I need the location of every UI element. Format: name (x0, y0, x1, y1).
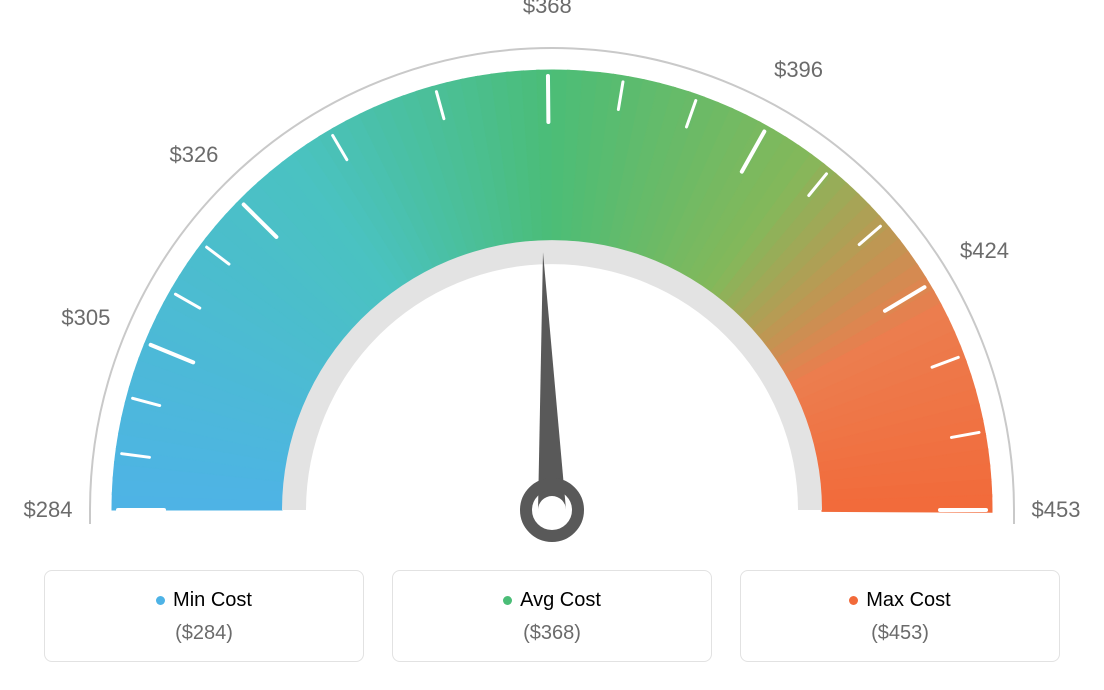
legend-title-avg: Avg Cost (503, 589, 601, 612)
legend-dot-min (156, 596, 165, 605)
gauge-tick-label: $453 (1032, 497, 1081, 523)
legend-dot-avg (503, 596, 512, 605)
legend-row: Min Cost ($284) Avg Cost ($368) Max Cost… (44, 570, 1060, 662)
legend-label-max: Max Cost (866, 589, 950, 612)
gauge-tick-label: $305 (61, 305, 110, 331)
legend-value-max: ($453) (753, 622, 1047, 645)
legend-card-avg: Avg Cost ($368) (392, 570, 712, 662)
legend-title-min: Min Cost (156, 589, 252, 612)
legend-value-min: ($284) (57, 622, 351, 645)
legend-card-max: Max Cost ($453) (740, 570, 1060, 662)
legend-dot-max (849, 596, 858, 605)
gauge-tick-label: $284 (24, 497, 73, 523)
legend-title-max: Max Cost (849, 589, 950, 612)
gauge-tick-label: $424 (960, 238, 1009, 264)
legend-label-min: Min Cost (173, 589, 252, 612)
legend-card-min: Min Cost ($284) (44, 570, 364, 662)
gauge-tick-label: $396 (774, 57, 823, 83)
legend-label-avg: Avg Cost (520, 589, 601, 612)
gauge-tick-label: $368 (523, 0, 572, 19)
cost-gauge: $284 $305 $326 $368 $396 $424 $453 (0, 0, 1104, 560)
legend-value-avg: ($368) (405, 622, 699, 645)
gauge-tick-label: $326 (169, 142, 218, 168)
cost-gauge-svg (0, 0, 1104, 560)
